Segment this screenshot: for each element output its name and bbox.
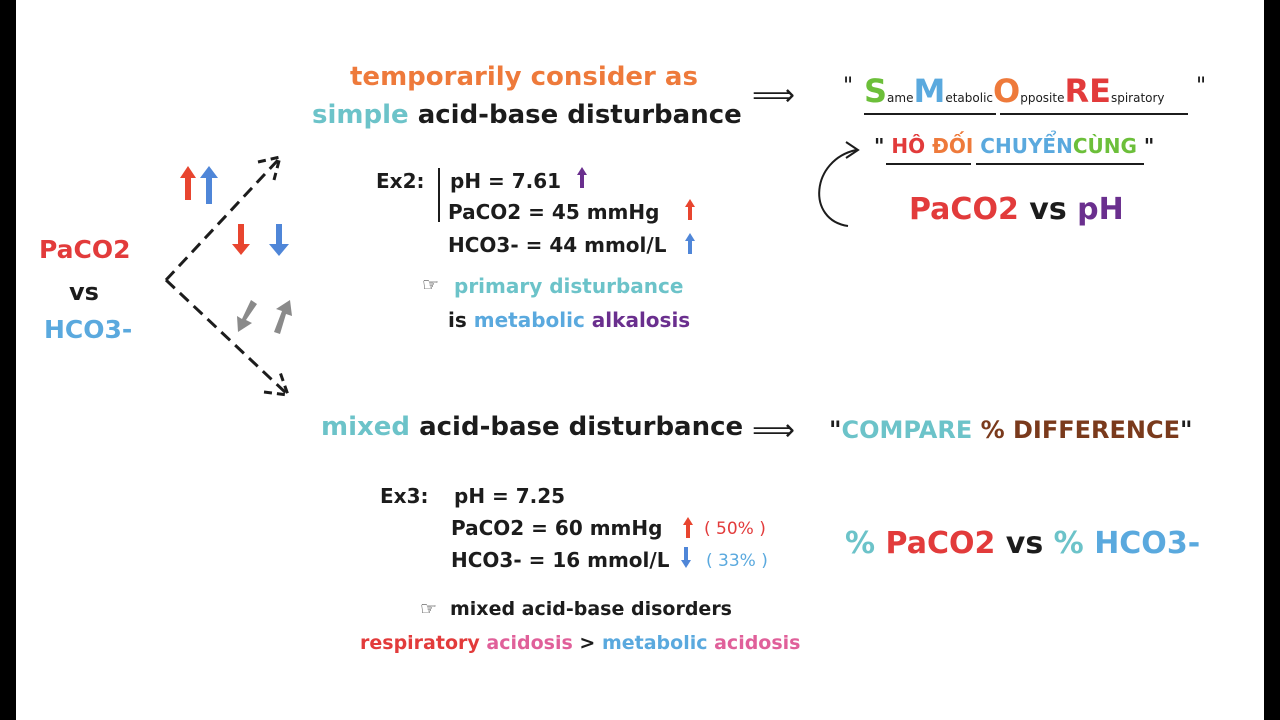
- arrow-up-grey-icon: [274, 300, 292, 334]
- re-big: RE: [1064, 72, 1111, 110]
- compare-difference: "COMPARE % DIFFERENCE": [829, 416, 1193, 444]
- difference-word: % DIFFERENCE: [980, 416, 1181, 444]
- respiratory-word: respiratory: [360, 632, 480, 654]
- pct-sign-1: %: [845, 526, 876, 561]
- mixed-word: mixed: [321, 412, 411, 442]
- mixed-disturbance-heading: mixed acid-base disturbance: [321, 412, 743, 442]
- compare-quote-close: ": [1180, 416, 1193, 444]
- acidosis-word-1: acidosis: [486, 632, 573, 654]
- ex3-paco2: PaCO2 = 60 mmHg: [451, 516, 663, 540]
- o-small: pposite: [1020, 91, 1065, 105]
- ex2-label: Ex2:: [376, 169, 425, 193]
- temporarily-heading: temporarily consider as: [350, 62, 698, 92]
- ph-up-arrow-icon: [577, 167, 587, 188]
- ex3-ph: pH = 7.25: [454, 484, 566, 508]
- is-metabolic-alkalosis: is metabolic alkalosis: [448, 308, 690, 332]
- viet-quote-close: ": [1143, 134, 1155, 158]
- diagram-graphics: [164, 113, 1188, 568]
- acidosis-word-2: acidosis: [714, 632, 801, 654]
- dashed-arrow-up: [164, 158, 280, 282]
- mnemonic-somore: SameMetabolicOppositeREspiratory: [864, 72, 1165, 110]
- ex3-paco2-up-arrow-icon: [683, 517, 693, 538]
- implies-arrow-bottom: ⟹: [752, 413, 796, 448]
- pct-paco2: PaCO2: [885, 526, 996, 561]
- metabolic-word: metabolic: [473, 308, 585, 332]
- pointer-hand-icon-2: ☞: [420, 598, 438, 620]
- mixed-disorders-text: mixed acid-base disorders: [450, 598, 732, 620]
- mnemonic-quote-close: ": [1196, 74, 1207, 99]
- arrow-up-red-icon: [180, 166, 196, 200]
- left-paco2-label: PaCO2: [39, 235, 131, 264]
- pct-hco3: HCO3-: [1094, 526, 1201, 561]
- re-small: spiratory: [1110, 91, 1165, 105]
- pointer-hand-icon: ☞: [422, 274, 440, 296]
- alkalosis-word: alkalosis: [591, 308, 691, 332]
- arrow-down-grey-icon: [237, 300, 257, 332]
- dashed-arrow-down-head: [263, 371, 291, 397]
- arrow-up-blue-icon: [200, 166, 218, 204]
- ex2-hco3: HCO3- = 44 mmol/L: [448, 233, 667, 257]
- hco3-up-arrow-icon: [685, 233, 695, 254]
- curved-arrow-head: [845, 141, 860, 159]
- doi-word: ĐỐI: [932, 134, 974, 158]
- arrow-down-blue-icon: [269, 224, 289, 256]
- percent-paco2-vs-hco3: % PaCO2 vs % HCO3-: [845, 526, 1200, 561]
- ex3-hco3: HCO3- = 16 mmol/L: [451, 548, 670, 572]
- left-hco3-label: HCO3-: [44, 315, 133, 344]
- ho-word: HÔ: [891, 134, 926, 158]
- left-vs-label: vs: [69, 278, 99, 306]
- viet-quote-open: ": [874, 134, 885, 158]
- mn-paco2: PaCO2: [909, 192, 1019, 227]
- o-big: O: [993, 72, 1021, 110]
- arrow-down-red-icon: [232, 224, 250, 255]
- simple-disturbance-heading: simple acid-base disturbance: [312, 100, 742, 130]
- m-big: M: [913, 72, 946, 110]
- paco2-up-arrow-icon: [685, 199, 695, 220]
- is-word: is: [448, 308, 467, 332]
- resp-vs-metabolic-acidosis: respiratory acidosis > metabolic acidosi…: [360, 632, 801, 654]
- mn-vs: vs: [1029, 192, 1067, 227]
- dashed-arrow-down: [164, 278, 288, 395]
- ex3-paco2-percent: ( 50% ): [704, 519, 766, 539]
- mnemonic-quote-open: ": [843, 74, 854, 99]
- ex3-hco3-percent: ( 33% ): [706, 551, 768, 571]
- simple-word: simple: [312, 100, 409, 130]
- paco2-vs-ph: PaCO2 vs pH: [909, 192, 1124, 227]
- compare-word: COMPARE: [841, 416, 973, 444]
- compare-quote-open: ": [829, 416, 842, 444]
- ex2-paco2: PaCO2 = 45 mmHg: [448, 200, 660, 224]
- chuyen-word: CHUYỂN: [980, 134, 1073, 158]
- dashed-arrow-up-head: [257, 154, 283, 181]
- pct-sign-2: %: [1053, 526, 1084, 561]
- ex2-ph: pH = 7.61: [450, 169, 562, 193]
- ex3-hco3-down-arrow-icon: [681, 547, 691, 568]
- m-small: etabolic: [945, 91, 993, 105]
- metabolic-word-2: metabolic: [601, 632, 708, 654]
- curved-arrow-icon: [818, 149, 857, 227]
- s-small: ame: [887, 91, 914, 105]
- slide-canvas: PaCO2 vs HCO3- temporarily consider as s…: [16, 0, 1264, 720]
- implies-arrow-top: ⟹: [752, 78, 796, 113]
- mn-ph: pH: [1077, 192, 1124, 227]
- vietnamese-mnemonic: " HÔ ĐỐI CHUYỂNCÙNG ": [874, 134, 1154, 158]
- ex3-label: Ex3:: [380, 484, 429, 508]
- cung-word: CÙNG: [1072, 134, 1137, 158]
- acid-base-word: acid-base disturbance: [417, 100, 742, 130]
- s-big: S: [864, 72, 888, 110]
- pct-vs: vs: [1005, 526, 1044, 561]
- mixed-acid-base-word: acid-base disturbance: [419, 412, 744, 442]
- greater-than: >: [579, 632, 596, 654]
- primary-disturbance-text: primary disturbance: [454, 274, 684, 298]
